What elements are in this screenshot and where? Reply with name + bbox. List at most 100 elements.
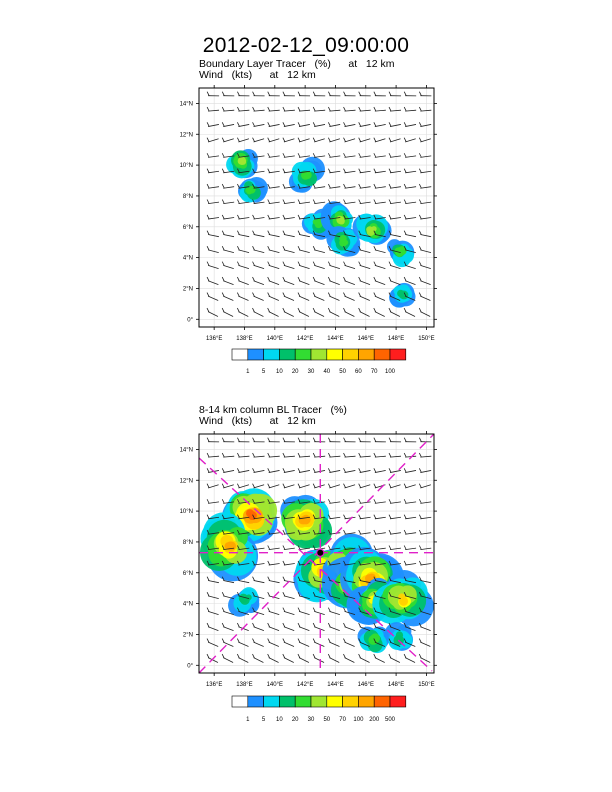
wind-barb-feather (373, 529, 377, 535)
colorbar-label: 1 (246, 369, 250, 375)
wind-barb (359, 264, 371, 270)
wind-barb-feather (358, 437, 362, 442)
colorbar-label: 30 (308, 369, 315, 375)
wind-barb-feather (312, 292, 316, 297)
wind-barb-feather (373, 653, 377, 659)
chart-panel-2: 136°E 138°E 140°E 142°E 144°E 146°E 148°E 150°E… (180, 431, 437, 723)
colorbar-label: 100 (353, 717, 364, 723)
wind-barb (298, 249, 310, 254)
wind-barb-feather (267, 183, 271, 189)
wind-barb (268, 170, 280, 174)
wind-barb (268, 295, 279, 301)
wind-barb (253, 311, 264, 317)
wind-barb-feather (327, 483, 331, 488)
wind-barb (420, 470, 432, 473)
wind-barb-feather (343, 292, 346, 297)
colorbar-box (326, 348, 343, 361)
wind-barb-feather (297, 576, 301, 581)
wind-barb (389, 217, 401, 220)
colorbar-box (279, 348, 296, 361)
tracer-cell (398, 593, 406, 601)
wind-barb-feather (297, 483, 301, 488)
wind-barb-feather (328, 468, 331, 473)
wind-barb-feather (252, 261, 255, 266)
wind-barb-feather (373, 292, 377, 297)
wind-barb-feather (358, 607, 362, 612)
wind-barb-feather (237, 437, 240, 442)
x-tick-label: 138°E (236, 682, 252, 688)
wind-barb-feather (252, 514, 255, 519)
wind-barb (405, 547, 417, 551)
colorbar-box (231, 695, 249, 708)
wind-barb (374, 641, 386, 647)
wind-barb (329, 109, 341, 112)
wind-barb (314, 610, 325, 616)
wind-barb (208, 516, 220, 520)
wind-barb (268, 234, 280, 238)
wind-barb (207, 295, 219, 301)
wind-barb (314, 580, 326, 584)
wind-barb-feather (328, 91, 331, 96)
plot-area (199, 88, 434, 327)
wind-barb (344, 626, 355, 631)
wind-barb (223, 109, 235, 112)
wind-barb-feather (373, 499, 377, 504)
wind-barb-feather (343, 545, 346, 550)
wind-barb-feather (373, 183, 377, 189)
wind-barb-feather (297, 91, 301, 96)
wind-barb (238, 170, 250, 174)
wind-barb-feather (282, 245, 286, 251)
wind-barb (389, 657, 401, 663)
wind-barb (238, 547, 250, 551)
wind-barb-feather (418, 214, 422, 220)
wind-barb (223, 311, 234, 317)
wind-barb (208, 547, 220, 551)
wind-barb-feather (252, 276, 255, 282)
wind-barb (329, 201, 341, 205)
wind-barb (223, 138, 234, 143)
wind-barbs (206, 91, 432, 317)
wind-barb (389, 186, 401, 189)
wind-barb (283, 484, 295, 489)
wind-barb-feather (267, 199, 271, 204)
colorbar-box (231, 348, 249, 361)
plot-frame (198, 433, 435, 674)
wind-barb (344, 311, 355, 317)
wind-barb-feather (328, 199, 331, 204)
wind-barb-feather (221, 529, 225, 535)
wind-barb-feather (206, 499, 210, 504)
y-tick-label: 0° (187, 317, 193, 323)
wind-barb (268, 641, 279, 647)
wind-barb (374, 109, 386, 112)
wind-barb-feather (388, 168, 392, 173)
tracer-cell (338, 218, 345, 225)
wind-barb (374, 124, 386, 127)
wind-barb (389, 516, 401, 520)
wind-barb (253, 109, 265, 112)
wind-barb-feather (388, 245, 392, 251)
wind-barb-feather (297, 591, 301, 597)
wind-barb-feather (358, 245, 362, 251)
wind-barb-feather (237, 483, 240, 488)
wind-barb (207, 595, 219, 600)
wind-barb-feather (252, 653, 255, 659)
wind-barb (238, 455, 250, 458)
wind-barb-feather (418, 638, 422, 643)
wind-barb (344, 532, 356, 535)
wind-barb-feather (206, 591, 210, 597)
main-title: 2012-02-12_09:00:00 (202, 34, 410, 57)
wind-barb (420, 155, 432, 158)
wind-barb (299, 109, 311, 112)
wind-barb-feather (418, 91, 422, 96)
wind-barb-feather (282, 153, 286, 158)
colorbar-box (342, 695, 359, 708)
wind-barb-feather (343, 153, 346, 158)
wind-barb (268, 155, 280, 158)
wind-barb-feather (282, 168, 286, 173)
wind-barb-feather (282, 183, 286, 189)
wind-barb-feather (403, 483, 407, 488)
wind-barb-feather (388, 91, 392, 96)
wind-barb-feather (282, 468, 286, 473)
wind-barb (405, 516, 417, 520)
wind-barb-feather (206, 622, 210, 628)
